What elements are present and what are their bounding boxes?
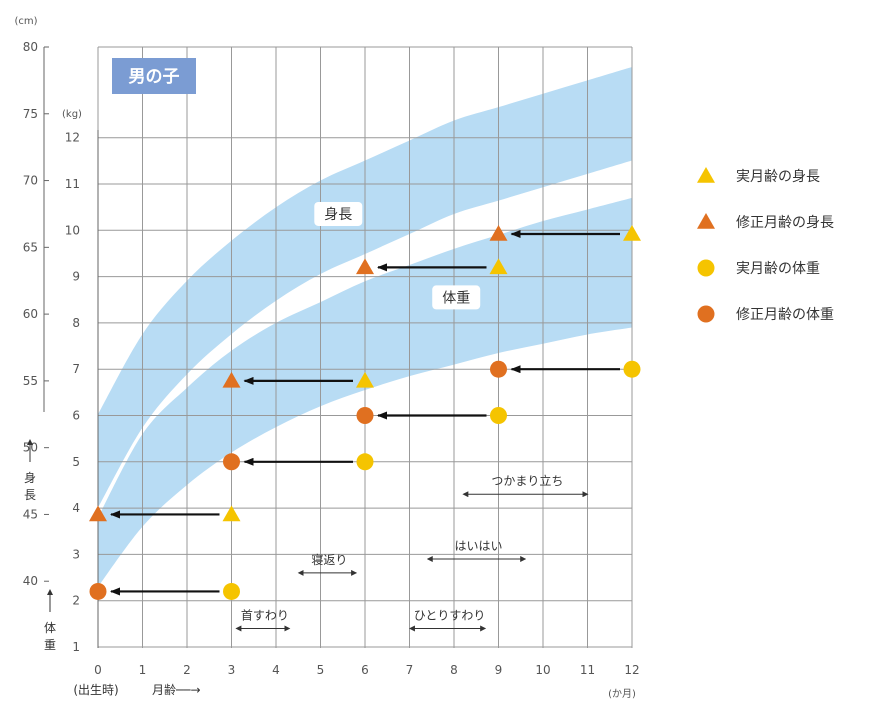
weight-tick-label: 7 <box>72 362 80 376</box>
height-tick-label: 70 <box>23 174 38 188</box>
legend-label: 修正月齢の体重 <box>736 307 834 323</box>
x-tick-label: 0 <box>94 663 102 677</box>
legend-label: 実月齢の体重 <box>736 261 820 277</box>
x-tick-label: 10 <box>535 663 550 677</box>
x-axis-label: 月齢──→ <box>152 682 201 697</box>
height-caption-char: 長 <box>24 488 36 502</box>
height-point <box>222 505 241 522</box>
legend-label: 実月齢の身長 <box>736 169 820 185</box>
x-tick-label: 9 <box>495 663 503 677</box>
height-unit-label: (cm) <box>14 16 37 27</box>
band-label: 身長 <box>324 207 352 223</box>
grid-layer <box>97 46 633 648</box>
height-tick-label: 40 <box>23 574 38 588</box>
points-layer <box>89 224 641 600</box>
milestone-label: はいはい <box>454 539 502 553</box>
weight-tick-label: 11 <box>65 177 80 191</box>
weight-tick-label: 1 <box>72 640 80 654</box>
weight-tick-label: 4 <box>72 501 80 515</box>
legend-marker <box>697 305 715 323</box>
weight-unit-label: (kg) <box>62 109 82 120</box>
x-tick-label: 1 <box>139 663 147 677</box>
weight-caption-char: 重 <box>44 638 56 652</box>
x-tick-label: 12 <box>624 663 639 677</box>
weight-point <box>356 453 374 471</box>
height-tick-label: 55 <box>23 374 38 388</box>
weight-point <box>490 407 507 424</box>
height-point <box>489 258 508 275</box>
x-tick-label: 3 <box>228 663 236 677</box>
milestone-label: 首すわり <box>241 608 289 622</box>
title-box <box>112 58 196 94</box>
arrows-layer <box>110 229 620 596</box>
milestone-label: 寝返り <box>311 552 347 567</box>
chart-title: 男の子 <box>129 67 180 87</box>
legend-marker <box>697 213 715 229</box>
height-tick-label: 65 <box>23 240 38 254</box>
weight-point <box>623 360 641 378</box>
x-tick-label: 5 <box>317 663 325 677</box>
band-label-box <box>432 285 481 310</box>
height-point <box>356 371 374 388</box>
weight-caption-char: 体 <box>44 621 56 635</box>
height-point <box>489 224 508 241</box>
x-tick-label: 7 <box>406 663 414 677</box>
height-point <box>89 505 107 522</box>
legend-label: 修正月齢の身長 <box>736 215 834 231</box>
axes-layer: 404550556065707580(cm)123456789101112(kg… <box>14 16 639 700</box>
weight-tick-label: 2 <box>72 594 80 608</box>
weight-point <box>89 582 107 600</box>
weight-tick-label: 9 <box>72 270 80 284</box>
band-label-box <box>314 201 363 226</box>
height-tick-label: 60 <box>23 307 38 321</box>
height-tick-label: 80 <box>23 40 38 54</box>
height-caption-char: 身 <box>24 470 36 485</box>
x-tick-label: 6 <box>361 663 369 677</box>
weight-tick-label: 3 <box>72 547 80 561</box>
legend-marker <box>697 167 715 183</box>
x-tick-label: 2 <box>183 663 191 677</box>
x-unit-label: (か月) <box>608 688 636 700</box>
weight-point <box>223 453 240 471</box>
weight-point <box>490 360 507 378</box>
milestone-label: ひとりすわり <box>414 608 486 622</box>
x-birth-label: (出生時) <box>73 683 118 697</box>
weight-tick-label: 12 <box>65 131 80 145</box>
height-point <box>222 371 241 388</box>
milestone-label: つかまり立ち <box>491 473 563 488</box>
weight-point <box>223 582 240 600</box>
x-tick-label: 4 <box>272 663 280 677</box>
height-tick-label: 75 <box>23 107 38 121</box>
x-tick-label: 11 <box>580 663 595 677</box>
legend-marker <box>697 259 715 277</box>
height-point <box>623 224 641 241</box>
weight-tick-label: 5 <box>72 455 80 469</box>
weight-tick-label: 8 <box>72 316 80 330</box>
weight-tick-label: 10 <box>65 223 80 237</box>
band-label: 体重 <box>442 290 470 306</box>
height-tick-label: 45 <box>23 507 38 521</box>
x-tick-label: 8 <box>450 663 458 677</box>
weight-tick-label: 6 <box>72 409 80 423</box>
height-point <box>356 258 374 275</box>
weight-point <box>356 407 374 424</box>
